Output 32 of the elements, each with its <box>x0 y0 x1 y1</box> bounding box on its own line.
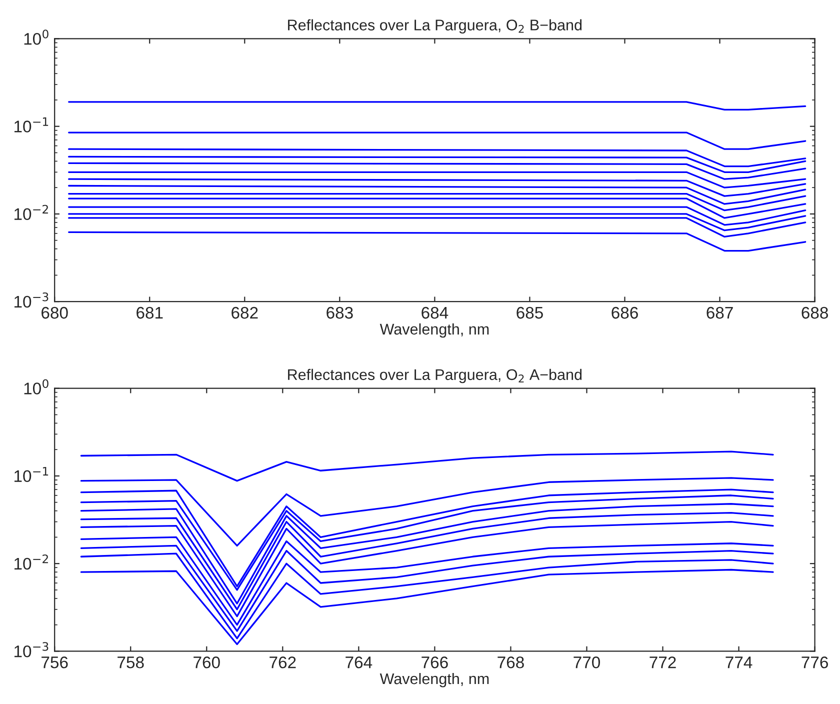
y-tick-label: 10$^{−3}$ <box>14 642 48 658</box>
x-tick-label: 685 <box>516 306 543 319</box>
y-tick-label: 10$^{−3}$ <box>14 292 48 308</box>
y-tick-label: 10$^{0}$ <box>24 30 48 45</box>
x-tick-label: 774 <box>726 656 752 668</box>
x-tick-label: 680 <box>42 306 68 319</box>
x-tick-label: 756 <box>42 656 68 668</box>
x-tick-label: 688 <box>802 306 828 319</box>
x-tick-label: 684 <box>422 306 448 319</box>
chart-title: Reflectances over La Parguera, O$_{2}$ A−band <box>288 368 582 384</box>
x-tick-label: 764 <box>346 656 372 668</box>
y-tick-label: 10$^{−1}$ <box>14 466 48 482</box>
x-tick-label: 681 <box>136 306 163 319</box>
x-axis-title: Wavelength, nm <box>380 672 489 688</box>
x-axis-title: Wavelength, nm <box>380 323 489 338</box>
x-tick-label: 762 <box>270 656 296 668</box>
x-tick-label: 760 <box>194 656 220 668</box>
y-tick-label: 10$^{0}$ <box>24 379 48 394</box>
y-tick-label: 10$^{−2}$ <box>14 554 48 570</box>
x-tick-label: 768 <box>498 656 524 668</box>
x-tick-label: 766 <box>422 656 448 668</box>
y-tick-label: 10$^{−1}$ <box>14 117 48 132</box>
x-tick-label: 683 <box>326 306 353 319</box>
chart-title: Reflectances over La Parguera, O$_{2}$ B−band <box>288 19 582 34</box>
x-tick-label: 686 <box>612 306 638 319</box>
x-tick-label: 687 <box>706 306 733 319</box>
x-tick-label: 682 <box>232 306 258 319</box>
y-tick-label: 10$^{−2}$ <box>14 204 48 220</box>
x-tick-label: 772 <box>650 656 676 668</box>
x-tick-label: 776 <box>802 656 828 668</box>
x-tick-label: 758 <box>118 656 144 668</box>
x-tick-label: 770 <box>574 656 600 668</box>
